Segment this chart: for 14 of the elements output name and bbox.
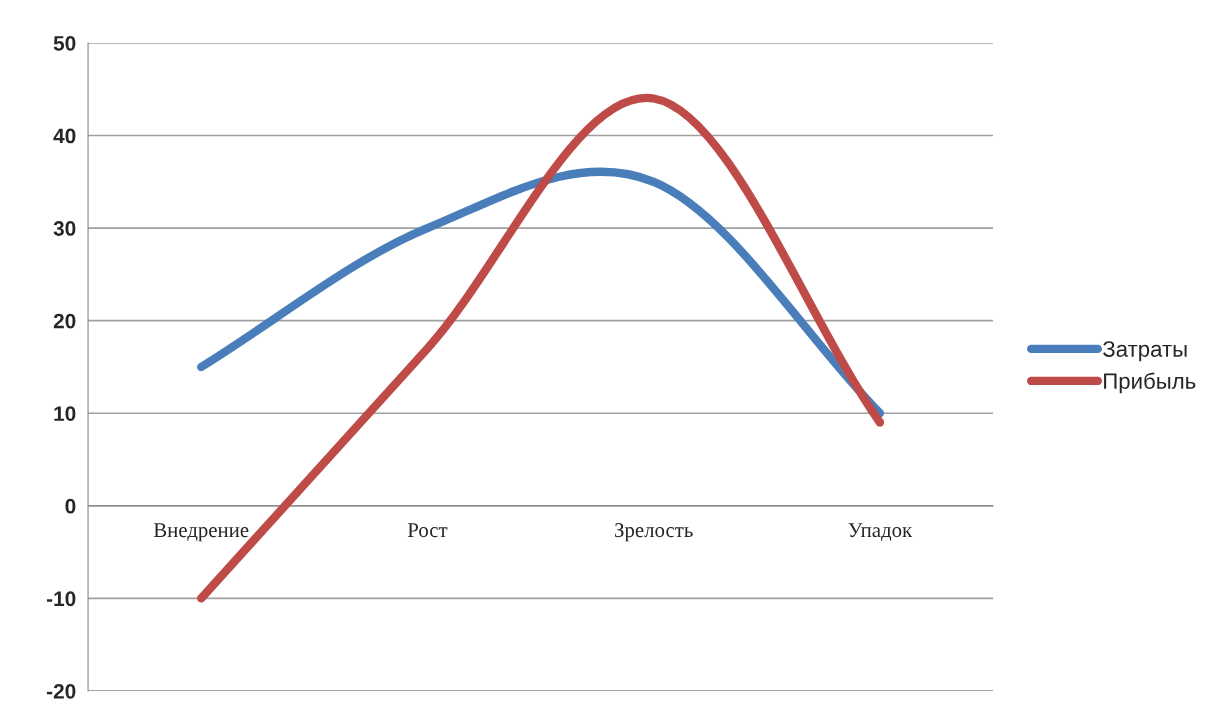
y-tick-label: -20 bbox=[46, 683, 76, 699]
y-tick-label: -10 bbox=[46, 591, 76, 607]
x-tick-label: Внедрение bbox=[153, 523, 249, 542]
y-tick-label: 0 bbox=[65, 498, 76, 514]
y-tick-label: 50 bbox=[53, 35, 76, 51]
x-tick-label: Рост bbox=[407, 523, 448, 538]
x-tick-label: Упадок bbox=[848, 523, 913, 541]
y-tick-label: 10 bbox=[54, 406, 76, 421]
legend-label: Прибыль bbox=[1104, 372, 1196, 394]
y-tick-label: 40 bbox=[53, 128, 76, 144]
legend-label: Затраты bbox=[1103, 341, 1187, 362]
y-tick-label: 20 bbox=[53, 313, 76, 329]
x-tick-label: Зрелость bbox=[615, 523, 693, 542]
y-tick-label: 30 bbox=[53, 221, 76, 236]
